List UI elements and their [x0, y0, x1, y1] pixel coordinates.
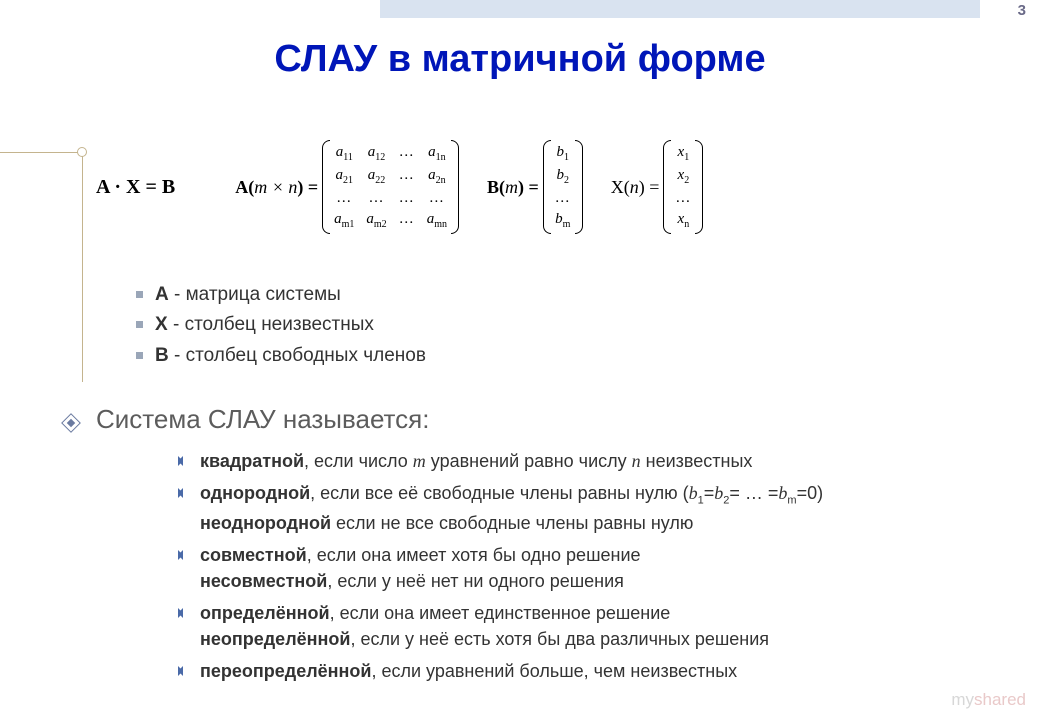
definition-item: A - матрица системы [136, 280, 426, 310]
diamond-bullet-icon [178, 456, 188, 466]
square-bullet-icon [136, 321, 143, 328]
definition-item: X - столбец неизвестных [136, 310, 426, 340]
diamond-bullet-icon [178, 488, 188, 498]
definitions-list: A - матрица системыX - столбец неизвестн… [136, 280, 426, 371]
matrix-b-label: B(m) = [487, 177, 539, 198]
page-number: 3 [1018, 2, 1026, 19]
guide-line-horizontal [0, 152, 82, 153]
system-type-item: квадратной, если число m уравнений равно… [178, 448, 1000, 474]
system-type-item: определённой, если она имеет единственно… [178, 600, 1000, 652]
square-bullet-icon [136, 352, 143, 359]
square-bullet-icon [136, 291, 143, 298]
matrix-x: x1x2…xn [663, 140, 703, 234]
diamond-bullet-icon [61, 413, 81, 433]
diamond-bullet-icon [178, 608, 188, 618]
system-type-item: совместной, если она имеет хотя бы одно … [178, 542, 1000, 594]
definition-item: B - столбец свободных членов [136, 341, 426, 371]
diamond-bullet-icon [178, 666, 188, 676]
matrix-x-label: X(n) = [611, 177, 660, 198]
system-types-list: квадратной, если число m уравнений равно… [178, 448, 1000, 690]
system-type-item: переопределённой, если уравнений больше,… [178, 658, 1000, 684]
header-accent-bar [380, 0, 980, 18]
main-equation: A · X = B [96, 176, 175, 199]
diamond-bullet-icon [178, 550, 188, 560]
guide-dot-icon [77, 147, 87, 157]
matrix-a: a11a12…a1na21a22…a2n…………am1am2…amn [322, 140, 459, 234]
section-system-title: Система СЛАУ называется: [96, 404, 429, 435]
equation-row: A · X = B A(m × n) = a11a12…a1na21a22…a2… [96, 140, 1020, 234]
slide-title: СЛАУ в матричной форме [0, 38, 1040, 81]
guide-line-vertical [82, 152, 83, 382]
watermark: myshared [951, 690, 1026, 710]
matrix-b: b1b2…bm [543, 140, 583, 234]
matrix-a-label: A(m × n) = [235, 177, 318, 198]
system-type-item: однородной, если все её свободные члены … [178, 480, 1000, 536]
